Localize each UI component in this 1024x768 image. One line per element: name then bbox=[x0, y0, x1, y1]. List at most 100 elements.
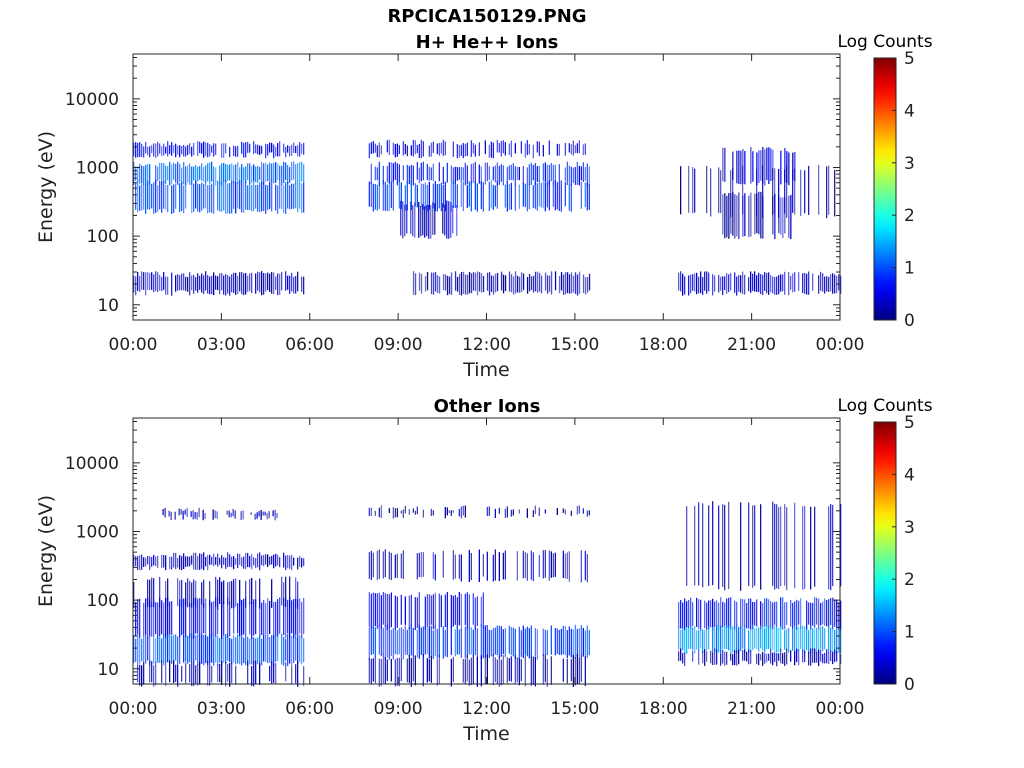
spectrogram-cell bbox=[728, 597, 730, 628]
spectrogram-cell bbox=[782, 274, 784, 292]
spectrogram-cell bbox=[406, 204, 408, 234]
spectrogram-cell bbox=[181, 146, 183, 155]
spectrogram-cell bbox=[414, 597, 416, 631]
colorbar-gradient bbox=[873, 57, 897, 321]
spectrogram-cell bbox=[838, 629, 840, 653]
spectrogram-cell bbox=[378, 142, 380, 158]
spectrogram-cell bbox=[744, 649, 746, 661]
spectrogram-cell bbox=[806, 273, 808, 295]
spectrogram-cell bbox=[768, 147, 770, 184]
spectrogram-cell bbox=[406, 164, 408, 185]
spectrogram-cell bbox=[678, 602, 680, 629]
spectrogram-cell bbox=[388, 162, 390, 184]
spectrogram-cell bbox=[448, 510, 450, 513]
spectrogram-cell bbox=[424, 206, 426, 238]
spectrogram-cell bbox=[798, 649, 800, 666]
spectrogram-cell bbox=[436, 659, 438, 686]
spectrogram-band bbox=[135, 597, 305, 639]
spectrogram-cell bbox=[498, 166, 500, 185]
spectrogram-cell bbox=[386, 659, 388, 681]
spectrogram-cell bbox=[794, 168, 796, 215]
spectrogram-cell bbox=[255, 144, 257, 154]
spectrogram-cell bbox=[692, 167, 694, 214]
spectrogram-cell bbox=[420, 551, 422, 578]
spectrogram-cell bbox=[219, 557, 221, 565]
spectrogram-cell bbox=[526, 277, 529, 294]
spectrogram-cell bbox=[187, 635, 189, 664]
spectrogram-cell bbox=[694, 505, 696, 586]
spectrogram-cell bbox=[209, 581, 211, 608]
spectrogram-cell bbox=[273, 602, 275, 639]
spectrogram-cell bbox=[812, 648, 814, 663]
spectrogram-cell bbox=[712, 627, 714, 654]
spectrogram-cell bbox=[574, 272, 577, 294]
spectrogram-cell bbox=[255, 185, 257, 209]
spectrogram-cell bbox=[167, 141, 169, 157]
spectrogram-cell bbox=[301, 636, 303, 665]
spectrogram-cell bbox=[259, 182, 261, 213]
spectrogram-cell bbox=[536, 629, 538, 660]
spectrogram-cell bbox=[512, 627, 514, 657]
spectrogram-cell bbox=[536, 271, 539, 293]
spectrogram-cell bbox=[374, 143, 376, 153]
spectrogram-cell bbox=[680, 166, 682, 215]
spectrogram-cell bbox=[266, 513, 268, 520]
spectrogram-cell bbox=[768, 272, 770, 295]
spectrogram-cell bbox=[508, 658, 510, 681]
spectrogram-cell bbox=[750, 147, 752, 184]
x-tick-label: 00:00 bbox=[816, 335, 865, 355]
spectrogram-cell bbox=[163, 143, 165, 156]
spectrogram-cell bbox=[287, 165, 289, 184]
spectrogram-cell bbox=[538, 141, 540, 157]
spectrogram-cell bbox=[588, 166, 590, 184]
spectrogram-cell bbox=[790, 275, 792, 290]
spectrogram-cell bbox=[452, 204, 454, 234]
spectrogram-cell bbox=[810, 625, 812, 654]
spectrogram-cell bbox=[227, 582, 229, 605]
spectrogram-cell bbox=[173, 145, 175, 153]
spectrogram-cell bbox=[297, 145, 299, 157]
spectrogram-cell bbox=[736, 150, 738, 184]
spectrogram-cell bbox=[378, 658, 380, 687]
spectrogram-cell bbox=[768, 599, 770, 629]
x-tick-label: 15:00 bbox=[550, 699, 599, 719]
spectrogram-data bbox=[133, 139, 842, 296]
spectrogram-cell bbox=[177, 161, 179, 185]
spectrogram-cell bbox=[151, 557, 153, 567]
spectrogram-cell bbox=[460, 554, 462, 582]
spectrogram-cell bbox=[468, 627, 470, 655]
spectrogram-cell bbox=[588, 273, 591, 291]
spectrogram-cell bbox=[528, 164, 530, 185]
spectrogram-cell bbox=[295, 633, 297, 661]
spectrogram-cell bbox=[301, 557, 303, 568]
spectrogram-cell bbox=[716, 600, 718, 630]
spectrogram-cell bbox=[390, 629, 392, 657]
spectrogram-cell bbox=[680, 630, 682, 652]
spectrogram-cell bbox=[708, 625, 710, 650]
spectrogram-cell bbox=[838, 602, 840, 630]
spectrogram-cell bbox=[209, 184, 211, 213]
spectrogram-cell bbox=[430, 656, 432, 683]
spectrogram-cell bbox=[271, 271, 273, 294]
spectrogram-cell bbox=[830, 504, 832, 591]
spectrogram-cell bbox=[714, 648, 716, 665]
spectrogram-cell bbox=[682, 602, 684, 629]
spectrogram-cell bbox=[426, 594, 428, 628]
spectrogram-cell bbox=[542, 628, 544, 656]
spectrogram-cell bbox=[259, 167, 261, 180]
figure-title: RPCICA150129.PNG bbox=[387, 6, 587, 27]
spectrogram-cell bbox=[740, 598, 742, 629]
spectrogram-cell bbox=[448, 276, 451, 295]
spectrogram-cell bbox=[181, 273, 183, 291]
spectrogram-cell bbox=[167, 185, 169, 213]
spectrogram-cell bbox=[582, 162, 584, 182]
spectrogram-cell bbox=[770, 148, 772, 181]
spectrogram-cell bbox=[229, 662, 231, 687]
spectrogram-cell bbox=[271, 579, 273, 608]
spectrogram-cell bbox=[209, 600, 211, 639]
spectrogram-cell bbox=[233, 556, 235, 570]
spectrogram-cell bbox=[450, 201, 452, 238]
spectrogram-cell bbox=[572, 629, 574, 659]
spectrogram-cell bbox=[426, 627, 428, 654]
spectrogram-cell bbox=[410, 624, 412, 656]
